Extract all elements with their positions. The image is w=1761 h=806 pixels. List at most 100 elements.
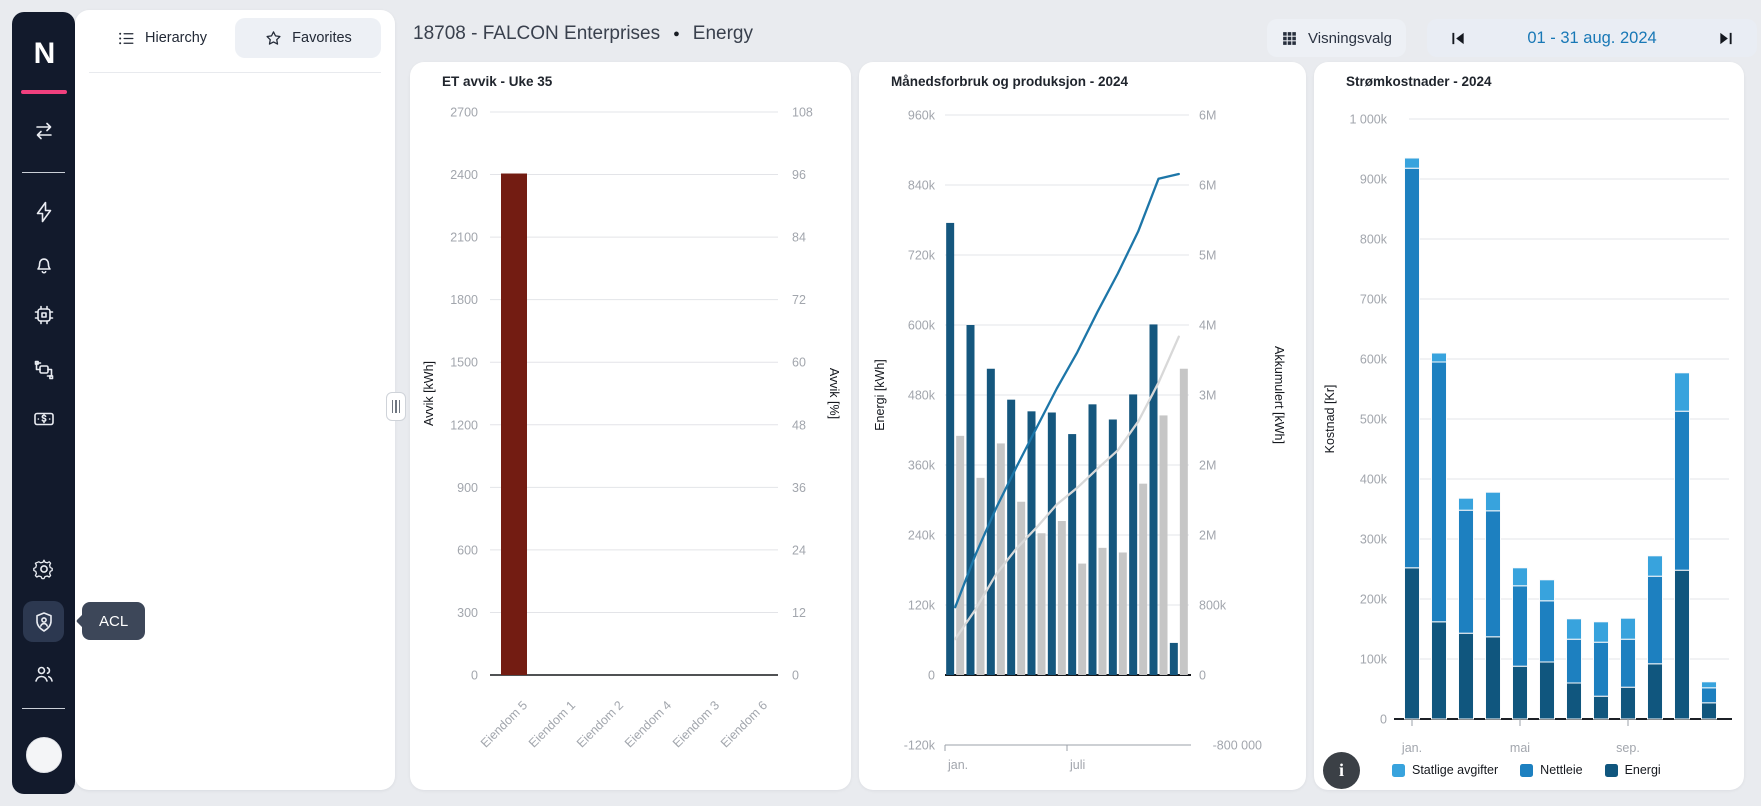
svg-text:Månedsforbruk og produksjon -: Månedsforbruk og produksjon - 2024 [891, 74, 1129, 89]
legend-swatch [1520, 763, 1534, 777]
svg-text:Avvik [kWh]: Avvik [kWh] [422, 361, 436, 426]
svg-text:Eiendom 5: Eiendom 5 [478, 698, 530, 750]
svg-text:720k: 720k [908, 249, 936, 263]
sidebar-item-meters[interactable] [23, 294, 64, 335]
svg-text:juli: juli [1069, 758, 1085, 772]
page-title-sub: Energy [692, 23, 753, 44]
svg-text:Kostnad [Kr]: Kostnad [Kr] [1323, 385, 1337, 454]
svg-text:6M: 6M [1199, 109, 1216, 123]
view-options-label: Visningsvalg [1308, 29, 1392, 47]
svg-text:1200: 1200 [450, 418, 478, 432]
svg-text:24: 24 [792, 543, 806, 557]
date-range-label[interactable]: 01 - 31 aug. 2024 [1527, 28, 1657, 47]
svg-text:2M: 2M [1199, 529, 1216, 543]
svg-text:sep.: sep. [1616, 741, 1640, 755]
date-prev-button[interactable] [1451, 31, 1466, 46]
date-next-button[interactable] [1718, 31, 1733, 46]
svg-text:-800 000: -800 000 [1213, 739, 1262, 753]
svg-text:240k: 240k [908, 529, 936, 543]
title-separator-dot: ● [673, 28, 680, 40]
panel-tabs: Hierarchy Favorites [75, 18, 395, 60]
svg-text:0: 0 [1199, 669, 1206, 683]
sidebar-item-settings[interactable] [23, 548, 64, 589]
svg-text:Eiendom 4: Eiendom 4 [622, 698, 674, 750]
card-et-avvik: ET avvik - Uke 35 2700 108 2400 96 2100 84 1800… [410, 62, 851, 790]
svg-text:0: 0 [792, 669, 799, 683]
svg-text:1800: 1800 [450, 293, 478, 307]
view-options-button[interactable]: Visningsvalg [1267, 19, 1406, 57]
sidebar: N [12, 12, 75, 794]
svg-text:1500: 1500 [450, 356, 478, 370]
svg-text:360k: 360k [908, 459, 936, 473]
svg-text:12: 12 [792, 606, 806, 620]
svg-text:60: 60 [792, 356, 806, 370]
svg-text:36: 36 [792, 481, 806, 495]
lightning-bolt-icon [36, 201, 51, 222]
svg-text:0: 0 [1380, 713, 1387, 727]
legend-item[interactable]: Nettleie [1520, 763, 1583, 777]
list-icon [119, 32, 134, 44]
users-icon [34, 666, 53, 682]
page-title-main: 18708 - FALCON Enterprises [413, 23, 661, 44]
svg-text:2M: 2M [1199, 459, 1216, 473]
accent-bar [21, 90, 67, 94]
legend-label: Nettleie [1540, 763, 1583, 777]
svg-text:48: 48 [792, 418, 806, 432]
svg-text:84: 84 [792, 231, 806, 245]
svg-text:600: 600 [457, 543, 478, 557]
sitemap-icon [34, 360, 53, 379]
svg-text:96: 96 [792, 168, 806, 182]
svg-text:900: 900 [457, 481, 478, 495]
svg-text:480k: 480k [908, 389, 936, 403]
info-button[interactable]: i [1323, 752, 1360, 789]
svg-text:300k: 300k [1360, 533, 1388, 547]
svg-text:2400: 2400 [450, 168, 478, 182]
skip-forward-icon [1720, 32, 1732, 44]
legend-item[interactable]: Energi [1604, 763, 1661, 777]
svg-text:Eiendom 3: Eiendom 3 [670, 698, 722, 750]
svg-text:4M: 4M [1199, 319, 1216, 333]
svg-text:Eiendom 1: Eiendom 1 [526, 698, 578, 750]
legend-item[interactable]: Statlige avgifter [1392, 763, 1498, 777]
svg-text:Strømkostnader - 2024: Strømkostnader - 2024 [1346, 74, 1492, 89]
legend-swatch [1604, 763, 1618, 777]
panel-resize-handle[interactable] [386, 392, 406, 421]
svg-text:100k: 100k [1360, 653, 1388, 667]
svg-text:600k: 600k [1360, 353, 1388, 367]
svg-text:108: 108 [792, 106, 813, 120]
svg-text:120k: 120k [908, 599, 936, 613]
sidebar-divider-bottom [22, 708, 65, 709]
acl-tooltip: ACL [82, 602, 146, 640]
tab-favorites[interactable]: Favorites [235, 18, 381, 58]
svg-text:ET avvik - Uke 35: ET avvik - Uke 35 [442, 74, 553, 89]
sidebar-item-acl[interactable] [23, 601, 64, 642]
date-range-selector: 01 - 31 aug. 2024 [1427, 19, 1757, 57]
svg-text:0: 0 [928, 669, 935, 683]
svg-text:5M: 5M [1199, 249, 1216, 263]
svg-text:1 000k: 1 000k [1349, 113, 1387, 127]
user-avatar[interactable] [26, 737, 62, 773]
sidebar-item-users[interactable] [23, 653, 64, 694]
tab-favorites-label: Favorites [292, 30, 352, 46]
svg-text:mai: mai [1510, 741, 1530, 755]
money-card-icon [33, 412, 54, 425]
svg-text:600k: 600k [908, 319, 936, 333]
sidebar-item-assets[interactable] [23, 349, 64, 390]
svg-text:500k: 500k [1360, 413, 1388, 427]
tab-hierarchy-label: Hierarchy [145, 30, 208, 46]
tab-hierarchy[interactable]: Hierarchy [101, 18, 223, 58]
svg-text:700k: 700k [1360, 293, 1388, 307]
forbruk-produksjon-chart: Månedsforbruk og produksjon - 2024 960k 6M… [873, 74, 1286, 772]
star-icon [266, 30, 281, 45]
svg-text:Akkumulert [kWh]: Akkumulert [kWh] [1272, 346, 1286, 444]
sidebar-item-energy[interactable] [23, 191, 64, 232]
sidebar-item-notifications[interactable] [23, 244, 64, 285]
svg-text:840k: 840k [908, 179, 936, 193]
sidebar-item-transfer[interactable] [23, 110, 64, 151]
sidebar-item-billing[interactable] [23, 398, 64, 439]
svg-text:2100: 2100 [450, 231, 478, 245]
svg-text:0: 0 [471, 669, 478, 683]
svg-text:jan.: jan. [947, 758, 968, 772]
svg-text:Eiendom 2: Eiendom 2 [574, 698, 626, 750]
